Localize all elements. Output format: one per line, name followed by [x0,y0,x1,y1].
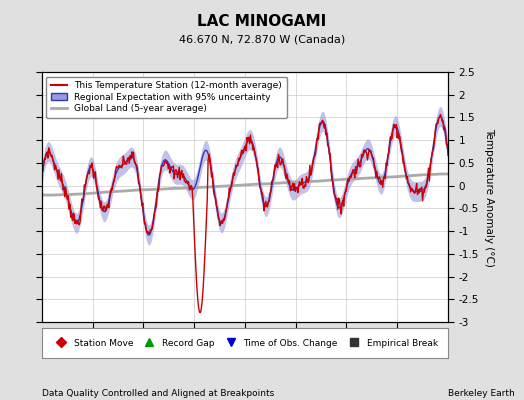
Text: LAC MINOGAMI: LAC MINOGAMI [198,14,326,29]
Text: 46.670 N, 72.870 W (Canada): 46.670 N, 72.870 W (Canada) [179,34,345,44]
Text: Berkeley Earth: Berkeley Earth [448,389,515,398]
Legend: Station Move, Record Gap, Time of Obs. Change, Empirical Break: Station Move, Record Gap, Time of Obs. C… [49,336,441,350]
Y-axis label: Temperature Anomaly (°C): Temperature Anomaly (°C) [484,128,494,266]
Text: Data Quality Controlled and Aligned at Breakpoints: Data Quality Controlled and Aligned at B… [42,389,274,398]
Legend: This Temperature Station (12-month average), Regional Expectation with 95% uncer: This Temperature Station (12-month avera… [47,76,287,118]
